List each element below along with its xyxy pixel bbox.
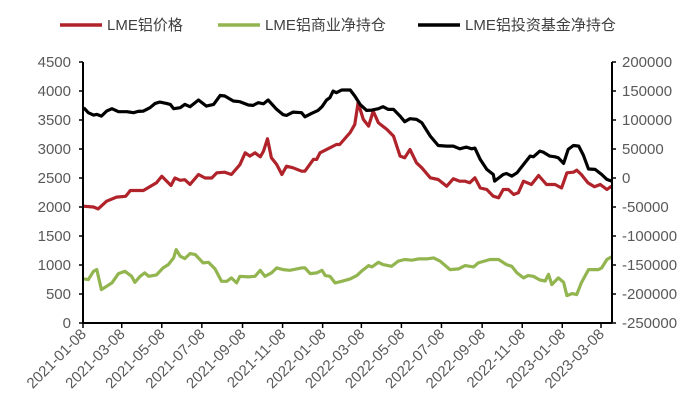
left-tick-label: 0: [63, 315, 71, 332]
series-line-2: [82, 88, 613, 183]
series-line-0: [82, 100, 613, 211]
right-tick-label: -200000: [622, 286, 677, 303]
right-tick-label: -100000: [622, 228, 677, 245]
right-tick-label: 100000: [622, 112, 672, 129]
right-tick-label: -150000: [622, 257, 677, 274]
legend-label-2: LME铝投资基金净持仓: [465, 17, 616, 34]
right-tick-label: 50000: [622, 141, 664, 158]
legend-label-1: LME铝商业净持仓: [265, 17, 386, 34]
left-tick-label: 3500: [38, 112, 71, 129]
axes: 0 500 1000 1500 2000 2500 3000 3500 4000 4500 -250…: [24, 54, 678, 392]
left-tick-label: 500: [46, 286, 71, 303]
left-tick-label: 4000: [38, 83, 71, 100]
left-tick-label: 1500: [38, 228, 71, 245]
left-tick-label: 1000: [38, 257, 71, 274]
right-tick-label: -250000: [622, 315, 677, 332]
left-tick-label: 4500: [38, 54, 71, 71]
legend-label-0: LME铝价格: [107, 17, 183, 34]
left-tick-label: 3000: [38, 141, 71, 158]
right-tick-label: 150000: [622, 83, 672, 100]
right-tick-label: 200000: [622, 54, 672, 71]
right-tick-label: 0: [622, 170, 630, 187]
left-tick-label: 2000: [38, 199, 71, 216]
left-tick-label: 2500: [38, 170, 71, 187]
series-lines: [82, 88, 613, 298]
right-tick-label: -50000: [622, 199, 669, 216]
series-line-1: [83, 248, 613, 298]
legend: LME铝价格 LME铝商业净持仓 LME铝投资基金净持仓: [60, 17, 616, 34]
